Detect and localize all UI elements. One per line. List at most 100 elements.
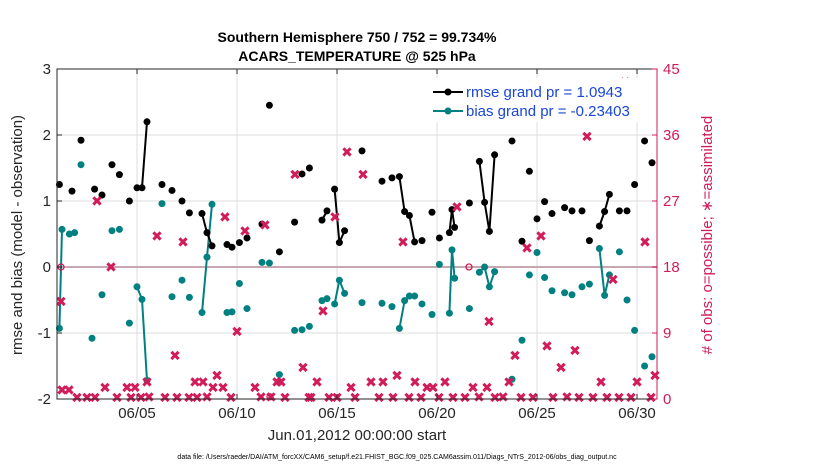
obs-assimilated-marker: ✖: [535, 229, 547, 245]
bias-point: [298, 326, 306, 334]
rmse-point: [491, 151, 499, 159]
y-left-tick-label: 2: [43, 127, 51, 144]
rmse-point: [291, 218, 299, 226]
bias-point: [533, 248, 541, 256]
obs-possible-marker: [465, 263, 473, 271]
bias-point: [448, 246, 456, 254]
bias-point: [71, 229, 79, 237]
bias-point: [548, 287, 556, 295]
bias-point: [265, 259, 273, 267]
obs-assimilated-marker: ✖: [249, 380, 261, 396]
obs-assimilated-marker: ✖: [99, 380, 111, 396]
obs-assimilated-marker: ✖: [483, 314, 495, 330]
rmse-point: [585, 237, 593, 245]
y-right-tick-label: 18: [663, 259, 680, 276]
rmse-point: [615, 207, 623, 215]
y-left-tick-label: 3: [43, 61, 51, 78]
rmse-point: [335, 239, 343, 247]
obs-assimilated-marker: ✖: [197, 375, 209, 391]
series-layer: ✖✖✖✖✖✖✖✖✖✖✖✖✖✖✖✖✖✖✖✖✖✖✖✖✖✖✖✖✖✖✖✖✖✖✖✖✖✖✖✖…: [55, 75, 661, 406]
obs-assimilated-marker: ✖: [569, 344, 581, 360]
bias-point: [475, 268, 483, 276]
rmse-point: [648, 159, 656, 167]
rmse-point: [138, 184, 146, 192]
rmse-point: [641, 137, 649, 145]
obs-assimilated-marker: ✖: [421, 380, 433, 396]
rmse-point: [91, 185, 99, 193]
obs-assimilated-marker: ✖: [105, 260, 117, 276]
rmse-point: [228, 243, 236, 251]
rmse-point: [541, 198, 549, 206]
obs-assimilated-marker: ✖: [329, 210, 341, 226]
rmse-point: [258, 220, 266, 228]
bias-point: [115, 225, 123, 233]
y-axis-left-label: rmse and bias (model - observation): [9, 115, 26, 355]
obs-assimilated-marker: ✖: [345, 380, 357, 396]
bias-point: [55, 324, 63, 332]
x-tick-label: 06/20: [418, 405, 456, 422]
x-tick-label: 06/15: [318, 405, 356, 422]
y-left-tick-label: -1: [38, 325, 51, 342]
rmse-point: [158, 181, 166, 188]
rmse-point: [533, 215, 541, 223]
obs-assimilated-marker: ✖: [595, 375, 607, 391]
bias-point: [605, 271, 613, 279]
bias-point: [405, 292, 413, 300]
x-tick-label: 06/05: [118, 405, 156, 422]
obs-assimilated-marker: ✖: [151, 229, 163, 245]
rmse-point: [448, 206, 456, 214]
obs-assimilated-marker: ✖: [129, 380, 141, 396]
bias-point: [208, 200, 216, 208]
rmse-point: [341, 227, 349, 235]
rmse-point: [395, 173, 403, 181]
obs-assimilated-marker: ✖: [217, 380, 229, 396]
chart-title-line1: Southern Hemisphere 750 / 752 = 99.734%: [218, 29, 498, 45]
obs-assimilated-marker: ✖: [239, 224, 251, 240]
obs-assimilated-marker: ✖: [639, 235, 651, 251]
y-left-tick-label: 0: [43, 259, 51, 276]
rmse-point: [108, 161, 116, 169]
obs-assimilated-marker: ✖: [481, 380, 493, 396]
obs-assimilated-marker: ✖: [503, 375, 515, 391]
bias-point: [568, 291, 576, 299]
rmse-point: [77, 136, 85, 144]
rmse-point: [401, 208, 409, 216]
y-right-tick-label: 27: [663, 193, 680, 210]
bias-point: [518, 336, 526, 344]
bias-series: [55, 161, 656, 385]
bias-point: [491, 268, 499, 276]
obs-assimilated-marker: ✖: [231, 325, 243, 341]
rmse-point: [631, 181, 639, 188]
rmse-point: [465, 199, 473, 207]
obs-assimilated-marker: ✖: [259, 218, 271, 234]
bias-point: [623, 296, 631, 304]
bias-point: [185, 293, 193, 301]
bias-point: [395, 324, 403, 332]
bias-point: [451, 274, 459, 282]
rmse-point: [198, 210, 206, 218]
rmse-point: [305, 164, 313, 172]
x-axis-label: Jun.01,2012 00:00:00 start: [268, 427, 447, 444]
bias-point: [108, 227, 116, 235]
obs-assimilated-marker: ✖: [265, 390, 277, 406]
bias-point: [358, 299, 366, 307]
obs-assimilated-marker: ✖: [521, 241, 533, 257]
bias-point: [508, 375, 516, 383]
rmse-point: [243, 234, 251, 242]
bias-point: [465, 305, 473, 313]
legend-box: [428, 78, 650, 122]
rmse-point: [568, 207, 576, 215]
obs-assimilated-marker: ✖: [56, 383, 68, 399]
bias-point: [615, 248, 623, 256]
rmse-point: [578, 207, 586, 215]
legend-rmse-label: rmse grand pr = 1.0943: [466, 84, 622, 101]
obs-assimilated-marker: ✖: [427, 380, 439, 396]
legend-rmse-marker: [444, 88, 452, 96]
obs-assimilated-marker: ✖: [317, 304, 329, 320]
bias-point: [198, 309, 206, 317]
rmse-line-segment: [478, 154, 496, 232]
bias-point: [578, 283, 586, 291]
legend-bias-marker: [444, 107, 452, 115]
y-right-tick-label: 0: [663, 391, 671, 408]
